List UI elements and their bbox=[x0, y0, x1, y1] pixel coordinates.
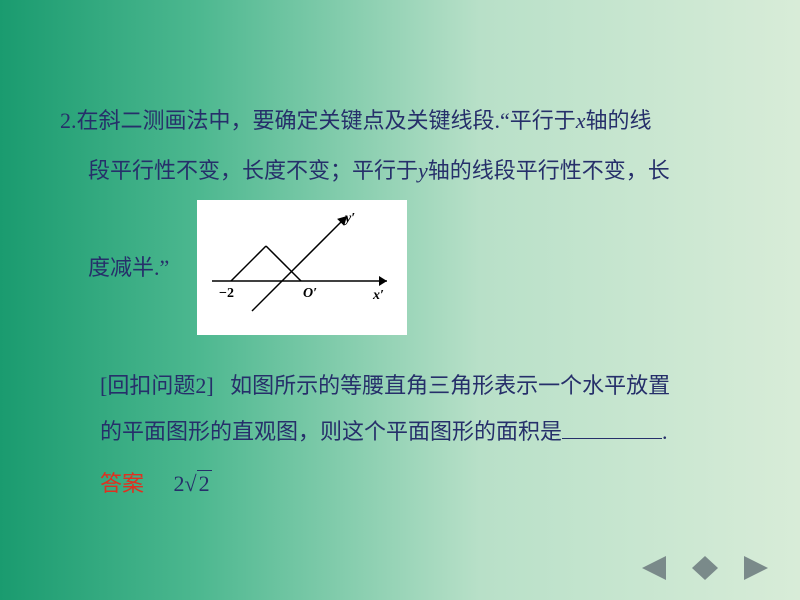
nav-next-button[interactable] bbox=[742, 554, 772, 582]
svg-text:y′: y′ bbox=[343, 211, 355, 226]
svg-text:O′: O′ bbox=[303, 286, 317, 301]
svg-text:x′: x′ bbox=[372, 288, 384, 303]
answer-coef: 2 bbox=[174, 471, 185, 496]
nav-prev-button[interactable] bbox=[638, 554, 668, 582]
diamond-icon bbox=[690, 554, 720, 582]
text-line3: 度减半.” bbox=[88, 247, 169, 289]
problem-number: 2. bbox=[60, 108, 77, 133]
subproblem-label: [回扣问题2] bbox=[100, 373, 214, 398]
sub-period: . bbox=[662, 419, 668, 444]
sub-text2: 的平面图形的直观图，则这个平面图形的面积是 bbox=[100, 419, 562, 444]
triangle-figure: y′ x′ O′ −2 bbox=[197, 200, 407, 336]
sub-text1: 如图所示的等腰直角三角形表示一个水平放置 bbox=[230, 373, 670, 398]
svg-text:−2: −2 bbox=[219, 286, 234, 301]
text-line1a: 在斜二测画法中，要确定关键点及关键线段.“平行于 bbox=[77, 108, 576, 133]
text-line2b: 轴的线段平行性不变，长 bbox=[428, 158, 670, 183]
nav-exit-button[interactable] bbox=[690, 554, 720, 582]
answer-radicand: 2 bbox=[197, 470, 212, 496]
answer-label: 答案 bbox=[100, 471, 144, 496]
nav-controls bbox=[638, 554, 772, 582]
answer-blank bbox=[562, 417, 662, 439]
text-line1b: 轴的线 bbox=[586, 108, 652, 133]
text-line2a: 段平行性不变，长度不变；平行于 bbox=[88, 158, 418, 183]
triangle-left-icon bbox=[638, 554, 668, 582]
answer-value: 2√2 bbox=[174, 471, 212, 496]
y-var: y bbox=[418, 158, 428, 183]
x-var: x bbox=[576, 108, 586, 133]
triangle-right-icon bbox=[742, 554, 772, 582]
